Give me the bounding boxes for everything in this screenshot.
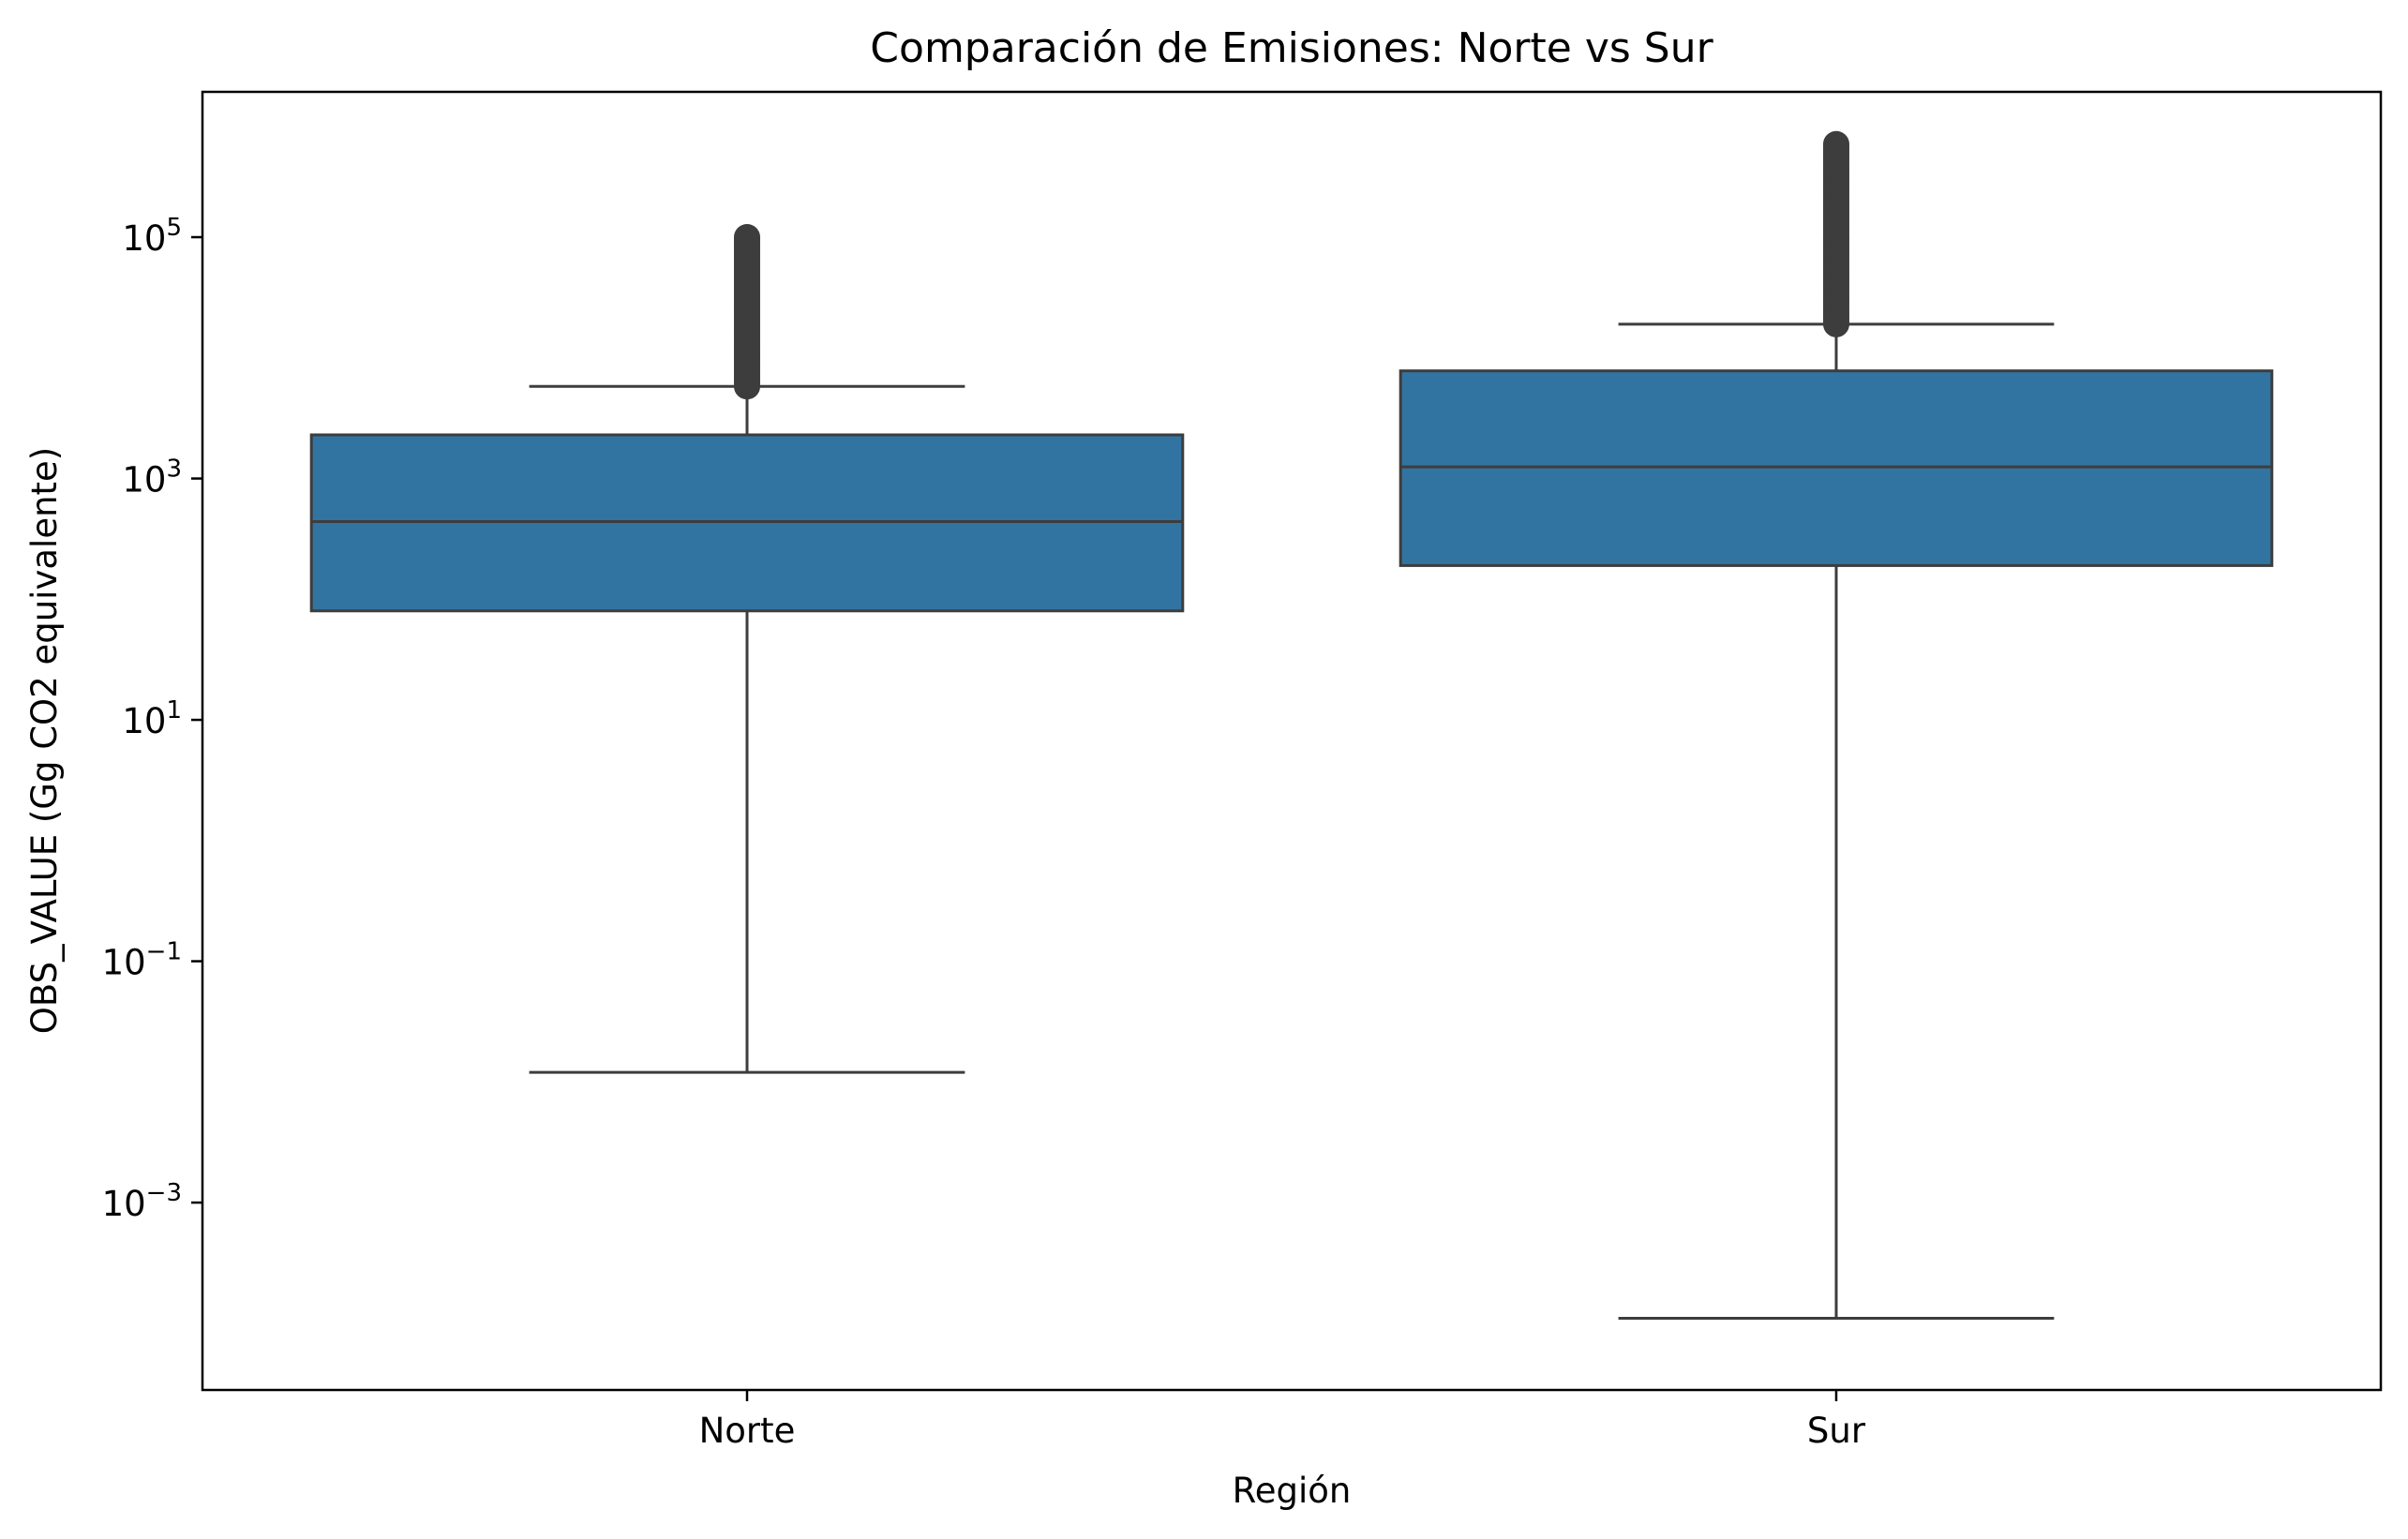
y-axis-label: OBS_VALUE (Gg CO2 equivalente) bbox=[24, 447, 65, 1034]
outlier-point bbox=[734, 224, 760, 251]
outliers bbox=[734, 224, 760, 400]
chart-title: Comparación de Emisiones: Norte vs Sur bbox=[870, 24, 1713, 72]
x-ticks-layer: Norte Sur bbox=[699, 1390, 1866, 1451]
y-ticks-layer: 10−3 10−1 101 103 105 bbox=[102, 214, 202, 1224]
y-tick-label: 105 bbox=[122, 214, 182, 259]
y-tick-label: 103 bbox=[122, 456, 182, 501]
y-tick-label: 10−1 bbox=[102, 938, 182, 983]
x-tick-label-sur: Sur bbox=[1807, 1411, 1866, 1451]
x-axis-label: Región bbox=[1233, 1471, 1352, 1511]
boxes-layer bbox=[309, 130, 2274, 1320]
box-group-sur bbox=[1398, 130, 2274, 1320]
box-group-norte bbox=[309, 224, 1185, 1074]
y-tick-label: 10−3 bbox=[102, 1179, 182, 1224]
y-tick-label: 101 bbox=[122, 696, 182, 741]
plot-area-frame bbox=[201, 90, 2383, 1392]
x-tick-label-norte: Norte bbox=[699, 1411, 796, 1451]
outlier-point bbox=[1823, 130, 1849, 157]
outliers bbox=[1823, 130, 1849, 337]
